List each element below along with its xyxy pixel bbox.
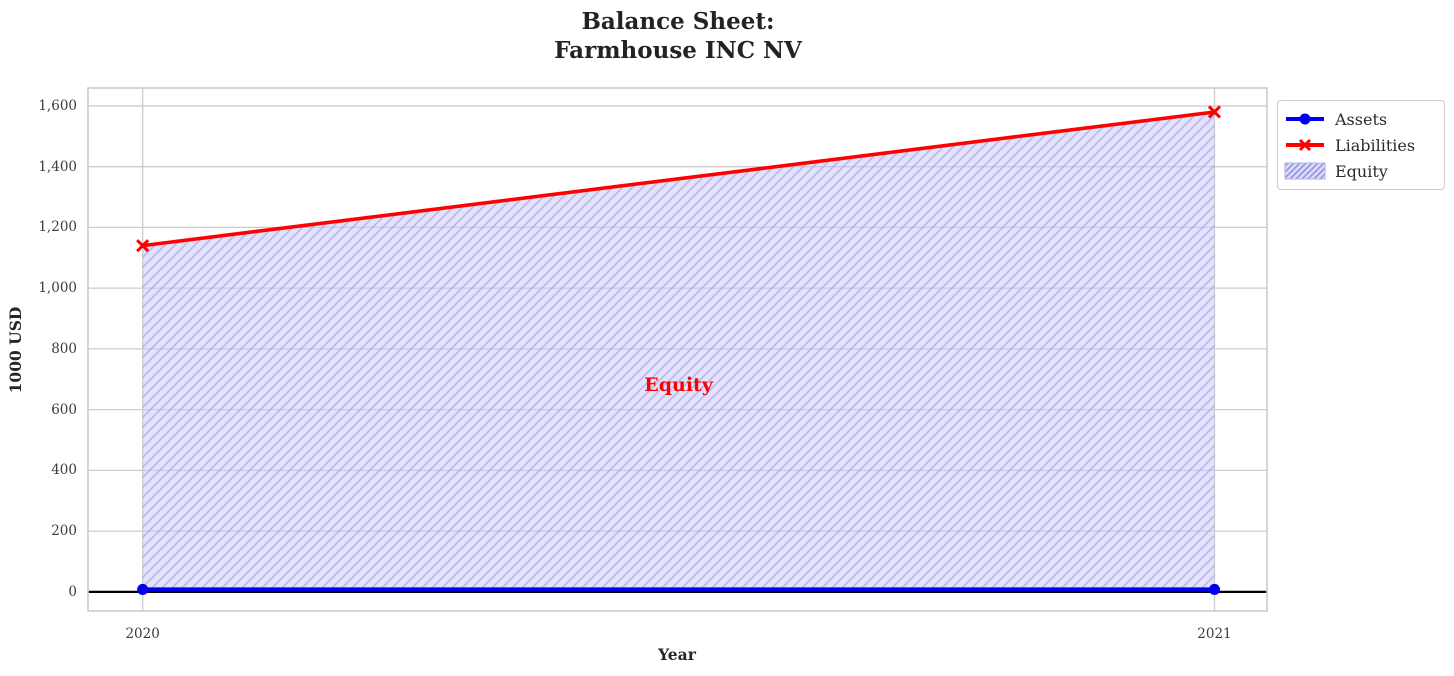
liabilities-line-swatch-icon bbox=[1286, 138, 1324, 152]
y-tick-label: 1,600 bbox=[38, 97, 77, 114]
y-tick-label: 1,000 bbox=[38, 280, 77, 297]
y-tick-label: 800 bbox=[51, 340, 77, 357]
legend-item-equity: Equity bbox=[1284, 158, 1436, 184]
chart-title: Balance Sheet: Farmhouse INC NV bbox=[554, 8, 802, 64]
x-axis-label: Year bbox=[658, 645, 696, 664]
legend-label-equity: Equity bbox=[1335, 161, 1388, 181]
x-tick-label: 2020 bbox=[125, 626, 160, 642]
legend-label-assets: Assets bbox=[1335, 109, 1388, 129]
y-tick-label: 1,400 bbox=[38, 158, 77, 175]
y-tick-label: 400 bbox=[51, 462, 77, 479]
y-tick-label: 0 bbox=[68, 583, 77, 600]
legend: Assets Liabilities Equity bbox=[1277, 100, 1445, 190]
y-tick-label: 1,200 bbox=[38, 219, 77, 236]
y-tick-label: 200 bbox=[51, 523, 77, 540]
x-tick-label: 2021 bbox=[1197, 626, 1232, 642]
equity-annotation: Equity bbox=[644, 374, 713, 397]
equity-hatch-swatch-icon bbox=[1284, 162, 1326, 180]
y-tick-label: 600 bbox=[51, 401, 77, 418]
assets-line-swatch-icon bbox=[1286, 113, 1324, 125]
legend-item-liabilities: Liabilities bbox=[1284, 132, 1436, 158]
legend-label-liabilities: Liabilities bbox=[1335, 135, 1416, 155]
legend-item-assets: Assets bbox=[1284, 106, 1436, 132]
